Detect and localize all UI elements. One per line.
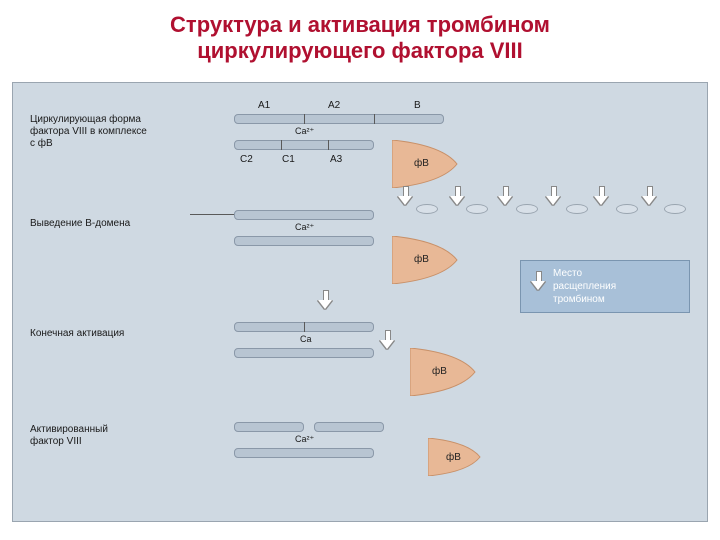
row4-top-bar-a: [234, 422, 304, 432]
row4-label: Активированный фактор VIII: [30, 424, 190, 448]
row2-top-bar: [234, 210, 374, 220]
row2-blob-4: [616, 204, 638, 214]
domain-label-a3: A3: [330, 154, 342, 165]
row3-bot-bar: [234, 348, 374, 358]
row1-tick-2: [374, 114, 375, 124]
domain-label-b: B: [414, 100, 421, 111]
row2-arrow-1: [450, 186, 464, 206]
row3-vwf-label: фВ: [432, 366, 447, 377]
row1-label: Циркулирующая форма фактора VIII в компл…: [30, 114, 190, 150]
row4-bot-bar: [234, 448, 374, 458]
row2-blob-5: [664, 204, 686, 214]
row4-top-bar-b: [314, 422, 384, 432]
row1-tick-1: [304, 114, 305, 124]
row1-ca-label: Ca²⁺: [295, 126, 314, 137]
row2-label: Выведение B-домена: [30, 218, 190, 230]
row3-arrow-1: [318, 290, 332, 310]
row2-ca-label: Ca²⁺: [295, 222, 314, 233]
legend-arrow-icon: [531, 271, 545, 291]
domain-label-a2: A2: [328, 100, 340, 111]
row2-arrow-4: [594, 186, 608, 206]
row2-arrow-3: [546, 186, 560, 206]
row1-btick-1: [281, 140, 282, 150]
row2-arrow-5: [642, 186, 656, 206]
row4-ca-label: Ca²⁺: [295, 434, 314, 445]
row1-btick-2: [328, 140, 329, 150]
row2-blob-2: [516, 204, 538, 214]
legend-text: Место расщепления тромбином: [553, 268, 616, 305]
row3-label: Конечная активация: [30, 328, 190, 340]
row3-arrow-2: [380, 330, 394, 350]
domain-label-c1: C1: [282, 154, 295, 165]
domain-label-a1: A1: [258, 100, 270, 111]
row2-blob-0: [416, 204, 438, 214]
row1-bot-bar: [234, 140, 374, 150]
title-line-1: Структура и активация тромбином: [20, 12, 700, 38]
row2-blob-3: [566, 204, 588, 214]
title-line-2: циркулирующего фактора VIII: [20, 38, 700, 64]
row2-arrow-2: [498, 186, 512, 206]
row2-vwf-label: фВ: [414, 254, 429, 265]
legend-box: Место расщепления тромбином: [520, 260, 690, 313]
row1-top-bar: [234, 114, 444, 124]
row2-bot-bar: [234, 236, 374, 246]
row1-vwf-label: фВ: [414, 158, 429, 169]
row3-tick-1: [304, 322, 305, 332]
row2-blob-1: [466, 204, 488, 214]
domain-label-c2: C2: [240, 154, 253, 165]
row4-vwf-label: фВ: [446, 452, 461, 463]
row2-arrow-0: [398, 186, 412, 206]
row3-ca-label: Ca: [300, 334, 312, 344]
page-title: Структура и активация тромбином циркулир…: [0, 0, 720, 72]
